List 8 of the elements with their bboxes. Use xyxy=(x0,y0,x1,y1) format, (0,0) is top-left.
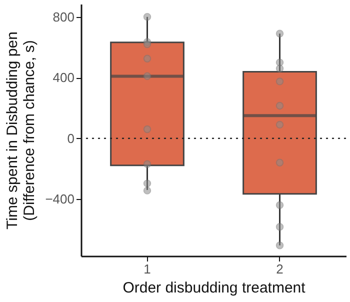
y-tick-label: −400 xyxy=(45,192,74,207)
y-tick-label: 0 xyxy=(67,130,74,146)
x-tick-label: 1 xyxy=(144,262,151,276)
y-tick-label: 800 xyxy=(52,9,74,24)
x-tick-label: 2 xyxy=(276,262,284,276)
y-tick-label: 400 xyxy=(52,70,74,86)
y-axis-title: Time spent in Disbudding pen (Difference from chance, s) xyxy=(4,32,38,230)
x-axis-title: Order disbudding treatment xyxy=(122,280,306,296)
